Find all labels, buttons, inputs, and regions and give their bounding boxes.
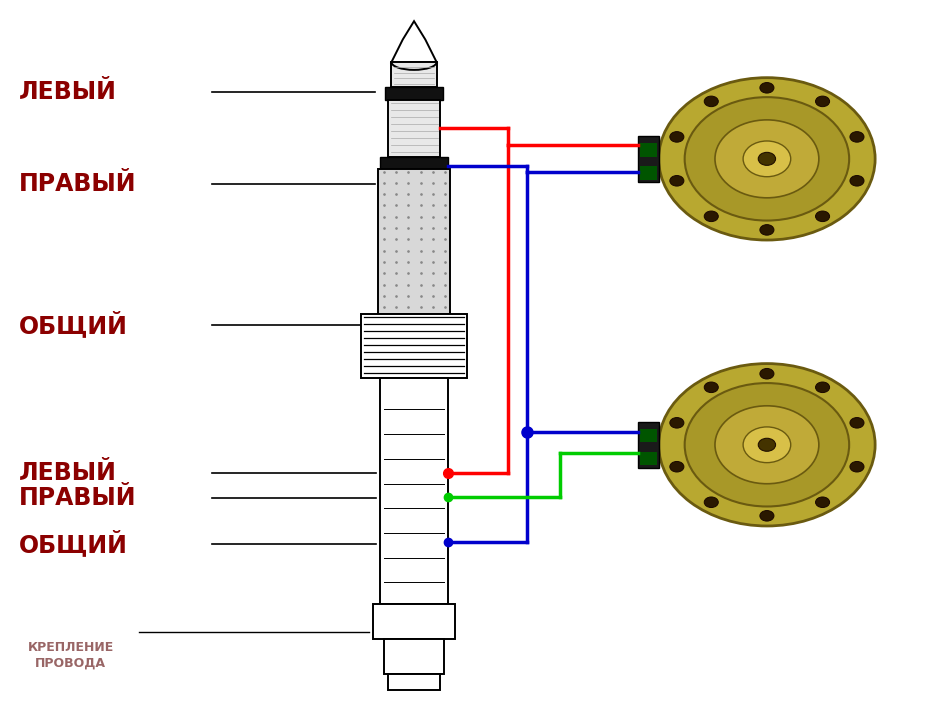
- Circle shape: [850, 131, 864, 142]
- Circle shape: [850, 462, 864, 472]
- Circle shape: [704, 382, 718, 393]
- Circle shape: [816, 497, 830, 508]
- Circle shape: [670, 462, 684, 472]
- Bar: [640, 143, 657, 157]
- Bar: [380, 157, 448, 169]
- Text: ЛЕВЫЙ: ЛЕВЫЙ: [19, 80, 117, 104]
- Circle shape: [760, 369, 774, 379]
- Bar: [640, 452, 657, 465]
- Circle shape: [743, 427, 790, 462]
- Circle shape: [850, 417, 864, 428]
- Circle shape: [704, 211, 718, 222]
- Text: ОБЩИЙ: ОБЩИЙ: [19, 311, 128, 338]
- Circle shape: [670, 417, 684, 428]
- Text: ПРАВЫЙ: ПРАВЫЙ: [19, 172, 136, 196]
- Circle shape: [685, 97, 849, 220]
- Circle shape: [758, 438, 775, 451]
- Circle shape: [760, 510, 774, 521]
- Bar: [378, 169, 450, 314]
- Bar: [385, 87, 443, 100]
- Circle shape: [659, 78, 875, 240]
- Circle shape: [850, 176, 864, 186]
- Circle shape: [715, 406, 819, 484]
- Text: ПРАВЫЙ: ПРАВЫЙ: [19, 486, 136, 510]
- Bar: [384, 639, 444, 674]
- Bar: [640, 429, 657, 443]
- Circle shape: [743, 141, 790, 176]
- Circle shape: [670, 176, 684, 186]
- Bar: [380, 378, 448, 604]
- Circle shape: [685, 383, 849, 506]
- Circle shape: [715, 120, 819, 198]
- Circle shape: [704, 497, 718, 508]
- Circle shape: [670, 131, 684, 142]
- Text: ЛЕВЫЙ: ЛЕВЫЙ: [19, 461, 117, 485]
- Bar: [388, 100, 440, 157]
- Polygon shape: [391, 21, 437, 62]
- Bar: [388, 674, 440, 690]
- Text: ОБЩИЙ: ОБЩИЙ: [19, 530, 128, 557]
- Bar: [638, 136, 659, 181]
- Bar: [638, 421, 659, 467]
- Circle shape: [816, 382, 830, 393]
- Circle shape: [816, 211, 830, 222]
- Circle shape: [760, 225, 774, 235]
- Circle shape: [704, 96, 718, 107]
- Bar: [373, 604, 455, 639]
- Circle shape: [816, 96, 830, 107]
- Bar: [391, 62, 437, 87]
- Circle shape: [760, 83, 774, 93]
- Bar: [361, 314, 467, 378]
- Bar: [640, 166, 657, 179]
- Circle shape: [659, 364, 875, 526]
- Text: КРЕПЛЕНИЕ
ПРОВОДА: КРЕПЛЕНИЕ ПРОВОДА: [27, 640, 114, 670]
- Circle shape: [758, 152, 775, 165]
